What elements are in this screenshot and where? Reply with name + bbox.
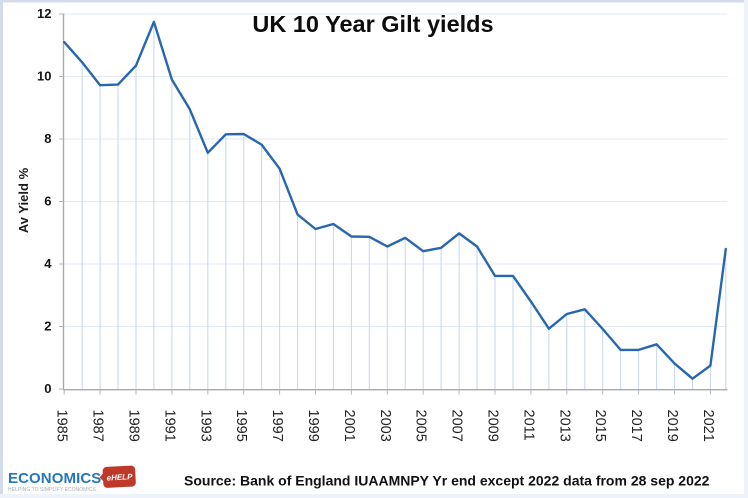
svg-text:2011: 2011	[520, 410, 536, 441]
svg-text:ECONOMICS: ECONOMICS	[8, 470, 101, 487]
svg-text:HELPING TO SIMPLIFY ECONOMICS: HELPING TO SIMPLIFY ECONOMICS	[8, 487, 96, 493]
svg-text:1987: 1987	[90, 410, 106, 442]
svg-text:1997: 1997	[269, 410, 285, 442]
svg-text:2003: 2003	[377, 410, 393, 442]
svg-text:2007: 2007	[449, 410, 465, 442]
svg-text:1985: 1985	[54, 410, 70, 442]
svg-text:1995: 1995	[233, 410, 249, 442]
svg-text:1991: 1991	[161, 410, 177, 442]
svg-text:Source: Bank of England IUAAMN: Source: Bank of England IUAAMNPY Yr end …	[184, 473, 710, 489]
svg-text:2005: 2005	[413, 410, 429, 442]
svg-text:2015: 2015	[592, 410, 608, 442]
svg-text:2001: 2001	[341, 410, 357, 442]
svg-text:UK 10 Year Gilt yields: UK 10 Year Gilt yields	[252, 11, 493, 37]
svg-text:2019: 2019	[664, 410, 680, 442]
svg-text:4: 4	[44, 256, 52, 271]
svg-text:2013: 2013	[556, 410, 572, 442]
svg-text:1999: 1999	[305, 410, 321, 442]
svg-text:0: 0	[44, 381, 51, 396]
svg-text:eHELP: eHELP	[106, 472, 133, 482]
svg-text:1989: 1989	[126, 410, 142, 442]
svg-text:2009: 2009	[485, 410, 501, 442]
svg-text:Av Yield %: Av Yield %	[16, 167, 31, 233]
svg-text:12: 12	[37, 6, 51, 21]
svg-text:1993: 1993	[197, 410, 213, 442]
svg-text:2017: 2017	[628, 410, 644, 442]
svg-text:2: 2	[44, 319, 51, 334]
svg-text:8: 8	[44, 131, 51, 146]
svg-text:6: 6	[44, 194, 51, 209]
svg-text:2021: 2021	[700, 410, 716, 442]
svg-text:10: 10	[37, 69, 51, 84]
